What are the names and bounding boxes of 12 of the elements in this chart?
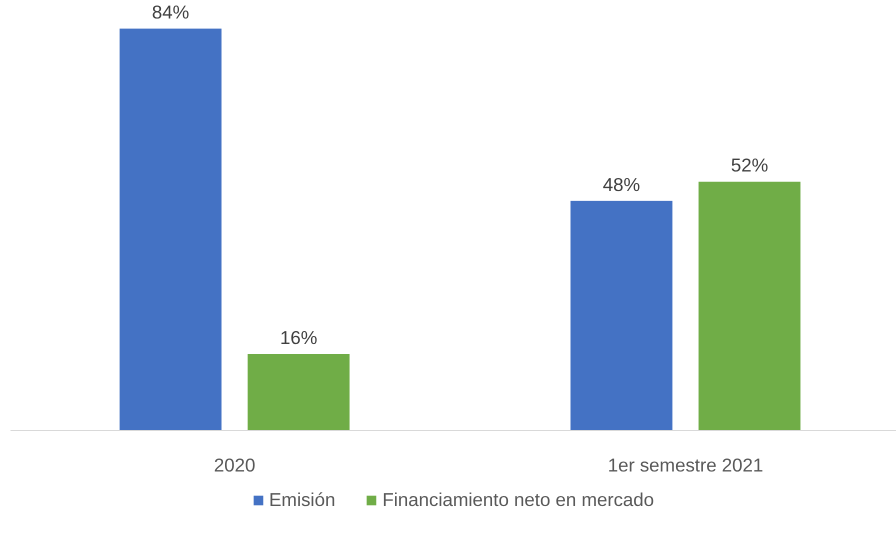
legend-label: Financiamiento neto en mercado — [382, 489, 654, 511]
data-label: 52% — [730, 154, 768, 176]
data-label: 84% — [152, 2, 190, 23]
bar — [120, 28, 222, 430]
x-tick-label: 2020 — [214, 454, 256, 476]
legend-label: Emisión — [268, 489, 336, 511]
x-tick-label: 1er semestre 2021 — [608, 454, 764, 476]
bar — [570, 200, 672, 430]
data-label: 48% — [602, 174, 640, 195]
data-label: 16% — [280, 326, 318, 348]
bar — [248, 354, 350, 430]
bar — [698, 182, 800, 430]
